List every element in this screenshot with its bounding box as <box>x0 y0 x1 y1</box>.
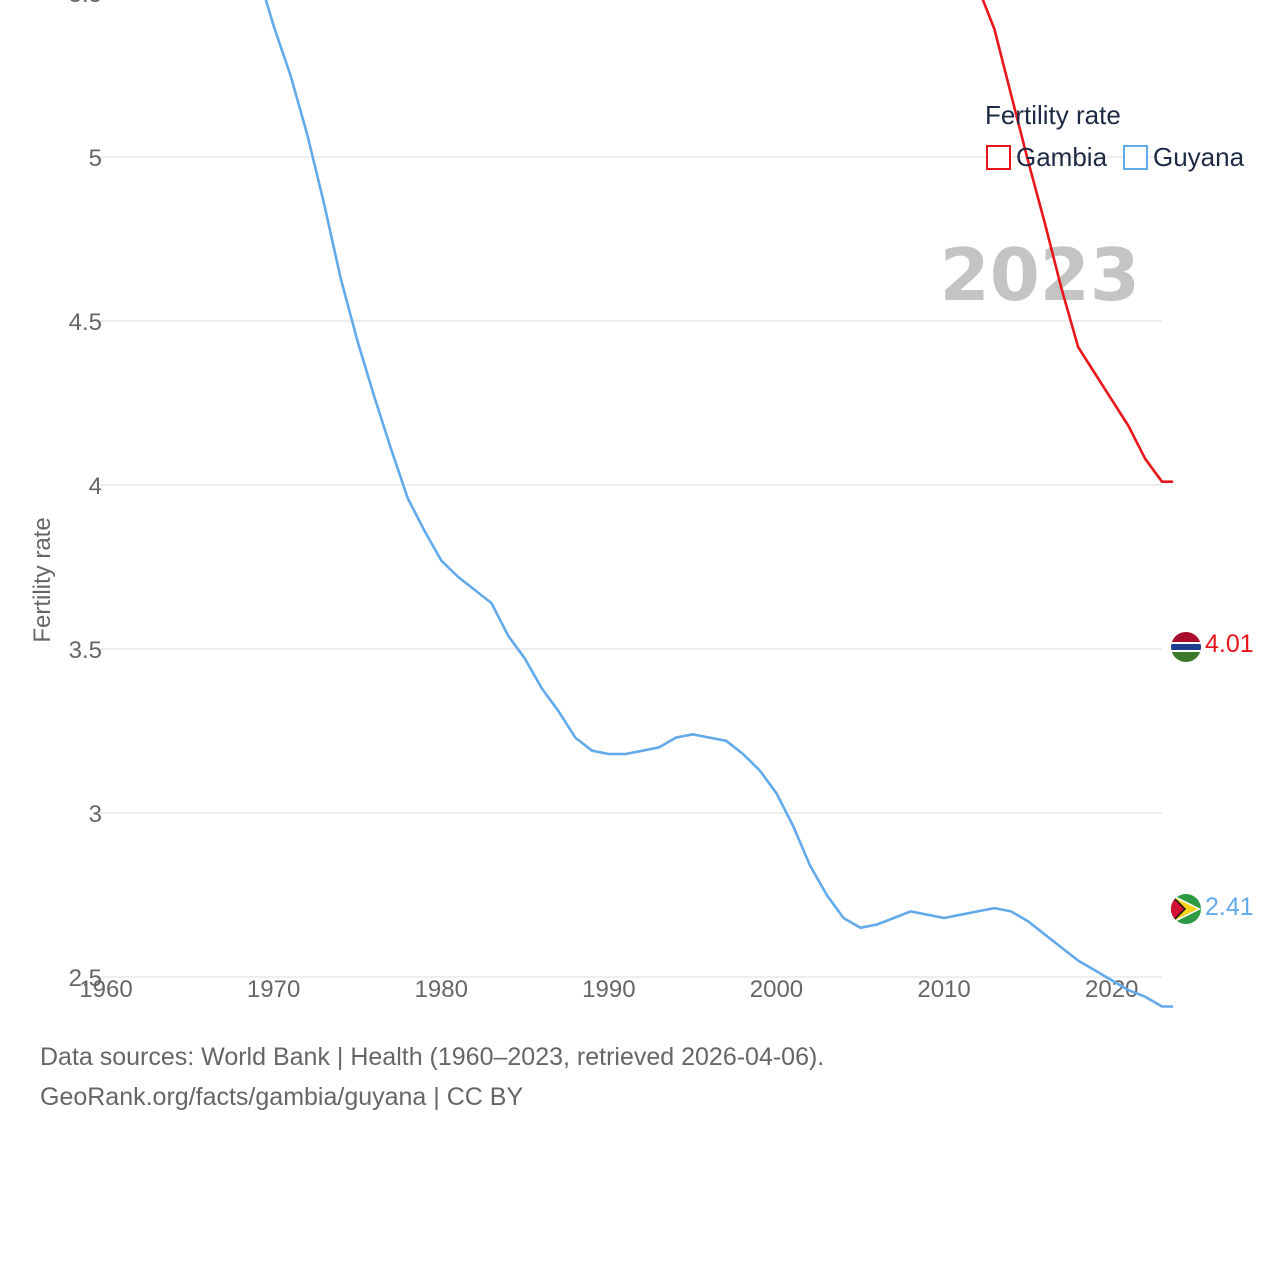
legend-swatch-gambia[interactable] <box>986 145 1011 170</box>
y-axis-label: Fertility rate <box>29 517 56 642</box>
legend-label-gambia[interactable]: Gambia <box>1016 142 1108 172</box>
x-tick-label: 1970 <box>247 976 300 1003</box>
x-tick-label: 1960 <box>79 976 132 1003</box>
series-line-gambia[interactable] <box>106 0 1174 484</box>
x-tick-label: 1980 <box>415 976 468 1003</box>
gambia-flag-icon <box>1171 632 1201 662</box>
footer-attribution: GeoRank.org/facts/gambia/guyana | CC BY <box>40 1083 524 1111</box>
x-axis-ticks: 1960 1970 1980 1990 2000 2010 2020 <box>79 976 1138 1003</box>
y-tick-label: 5 <box>89 145 102 172</box>
y-tick-label: 5.5 <box>69 0 102 8</box>
grid-lines <box>100 156 1162 978</box>
legend-label-guyana[interactable]: Guyana <box>1153 142 1245 172</box>
y-tick-label: 4 <box>89 473 102 500</box>
y-tick-label: 3.5 <box>69 637 102 664</box>
guyana-end-value: 2.41 <box>1205 893 1254 921</box>
x-tick-label: 2010 <box>917 976 970 1003</box>
end-value-labels: 4.01 2.41 <box>1205 630 1254 921</box>
y-tick-label: 3 <box>89 801 102 828</box>
guyana-flag-icon <box>1171 894 1201 924</box>
x-tick-label: 2000 <box>750 976 803 1003</box>
y-tick-label: 4.5 <box>69 309 102 336</box>
footer-sources: Data sources: World Bank | Health (1960–… <box>40 1043 825 1071</box>
y-axis-ticks: 2.533.544.555.566.5 <box>69 0 102 992</box>
year-label: 2023 <box>940 233 1140 317</box>
y-tick-label: 2.5 <box>69 965 102 992</box>
legend-title: Fertility rate <box>985 100 1121 130</box>
x-tick-label: 1990 <box>582 976 635 1003</box>
series-line-guyana[interactable] <box>106 0 1174 1008</box>
series-lines <box>106 0 1174 1008</box>
legend: Fertility rate Gambia Guyana <box>985 100 1245 172</box>
gambia-end-value: 4.01 <box>1205 630 1254 658</box>
legend-swatch-guyana[interactable] <box>1123 145 1148 170</box>
